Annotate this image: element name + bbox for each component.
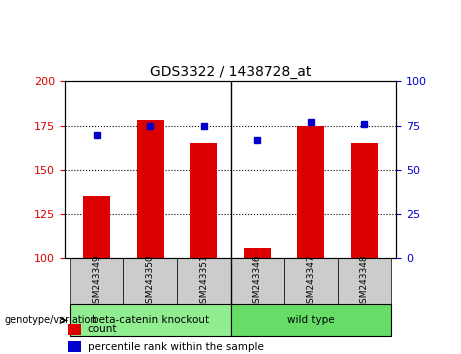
Bar: [124, 258, 177, 304]
Text: count: count: [88, 325, 117, 335]
Bar: [230, 304, 391, 336]
Text: genotype/variation: genotype/variation: [5, 315, 97, 325]
Bar: [230, 258, 284, 304]
Text: GSM243350: GSM243350: [146, 254, 155, 309]
Text: percentile rank within the sample: percentile rank within the sample: [88, 342, 264, 352]
Bar: [190, 143, 217, 258]
Text: GSM243348: GSM243348: [360, 254, 369, 309]
Bar: [284, 258, 337, 304]
Text: GSM243347: GSM243347: [306, 254, 315, 309]
Text: GSM243349: GSM243349: [92, 254, 101, 309]
Bar: [351, 143, 378, 258]
Bar: [83, 196, 110, 258]
Text: GSM243351: GSM243351: [199, 254, 208, 309]
Title: GDS3322 / 1438728_at: GDS3322 / 1438728_at: [150, 65, 311, 79]
Bar: [68, 341, 81, 353]
Bar: [337, 258, 391, 304]
Text: wild type: wild type: [287, 315, 335, 325]
Bar: [70, 258, 124, 304]
Bar: [70, 304, 230, 336]
Bar: [297, 126, 324, 258]
Text: GSM243346: GSM243346: [253, 254, 262, 309]
Bar: [244, 248, 271, 258]
Bar: [68, 324, 81, 335]
Bar: [177, 258, 230, 304]
Bar: [137, 120, 164, 258]
Text: beta-catenin knockout: beta-catenin knockout: [92, 315, 209, 325]
